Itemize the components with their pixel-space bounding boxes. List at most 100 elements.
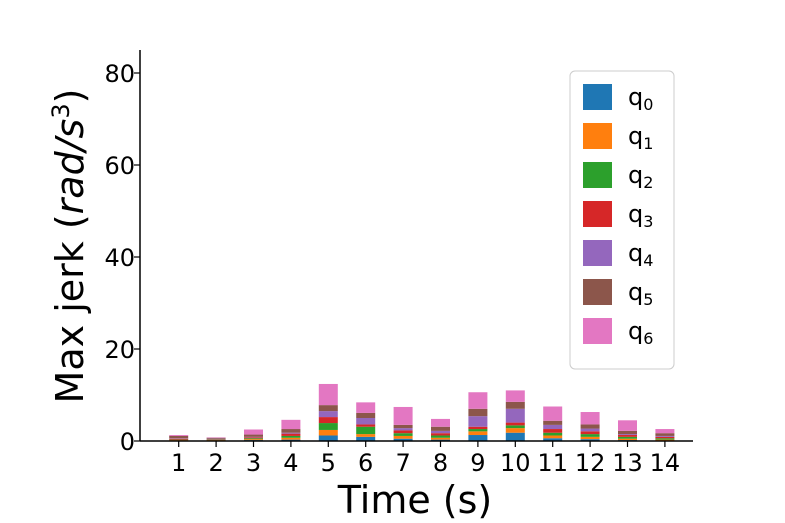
x-axis-label: Time (s) [337,478,493,522]
bar-q6-t6 [356,402,376,413]
bar-q6-t3 [244,429,263,435]
bar-q0-t12 [580,439,600,441]
legend-label-base: q [628,161,643,189]
legend-swatch-q0 [583,84,612,110]
bar-q1-t11 [543,435,563,439]
bar-q6-t14 [655,429,675,434]
bar-q3-t7 [393,430,413,434]
legend-label-subscript: 1 [643,134,653,153]
bar-q5-t9 [468,408,488,417]
bar-q3-t12 [580,431,600,435]
bar-q4-t13 [618,434,637,436]
y-axis-label-unit-sep: / [48,134,92,154]
bar-q4-t14 [655,435,675,437]
y-axis-label-unit-num: rad [48,150,92,214]
bar-q0-t6 [356,436,376,441]
x-tick-label-1: 1 [171,449,186,477]
bar-q4-t9 [468,416,488,427]
y-axis-label-unit-exp: 3 [47,103,75,118]
bar-q5-t1 [169,435,189,439]
bar-q3-t1 [169,438,189,440]
bar-q5-t8 [431,426,450,431]
bar-q1-t5 [318,429,338,436]
x-tick-label-12: 12 [575,449,606,477]
bar-q2-t13 [618,436,637,439]
legend-label-base: q [628,122,643,150]
bar-q4-t5 [318,411,338,418]
x-tick-label-9: 9 [470,449,485,477]
bar-q1-t3 [244,439,263,441]
legend-label-q3: q3 [628,200,653,231]
bar-q4-t8 [431,430,450,434]
legend-swatch-q1 [583,123,612,149]
bar-q4-t7 [393,428,413,431]
bar-q5-t7 [393,424,413,429]
y-axis-label-close: ) [48,89,92,104]
x-tick-label-8: 8 [433,449,448,477]
x-tick-label-3: 3 [246,449,261,477]
bar-q2-t8 [431,435,450,438]
axes-group [139,50,693,442]
legend-label-base: q [628,278,643,306]
legend-swatch-q4 [583,240,612,266]
bar-q5-t11 [543,420,563,425]
legend-label-base: q [628,239,643,267]
bar-q1-t12 [580,436,600,440]
y-axis-label-unit-den: s [48,119,92,139]
bar-q5-t2 [206,437,226,439]
x-tick-label-5: 5 [321,449,336,477]
x-tick-label-10: 10 [500,449,531,477]
legend-label-q6: q6 [628,317,653,348]
x-tick-label-4: 4 [283,449,298,477]
bar-q6-t11 [543,406,563,421]
legend-label-base: q [628,200,643,228]
bar-q3-t4 [281,433,301,436]
x-tick-label-7: 7 [395,449,410,477]
legend-swatch-q2 [583,162,612,188]
bar-q3-t8 [431,433,450,436]
x-tick-label-6: 6 [358,449,373,477]
bar-q6-t5 [318,383,338,406]
y-tick-label-60: 60 [104,152,135,180]
x-tick-label-14: 14 [650,449,681,477]
bar-q5-t6 [356,412,376,418]
bar-q3-t3 [244,437,263,439]
bar-q5-t14 [655,433,675,436]
bar-q2-t3 [244,438,263,440]
legend-label-subscript: 6 [643,329,653,348]
bar-q3-t14 [655,436,675,439]
bar-q2-t10 [505,425,525,429]
bar-q4-t12 [580,428,600,432]
bar-q6-t8 [431,418,450,427]
bar-q3-t13 [618,435,637,437]
bar-q3-t11 [543,429,563,433]
bar-q3-t5 [318,417,338,424]
bar-q5-t13 [618,430,637,435]
bar-q1-t10 [505,428,525,433]
x-tick-label-11: 11 [537,449,568,477]
y-axis-label-main: Max jerk ( [48,214,92,403]
legend-label-subscript: 2 [643,173,653,192]
bar-q3-t9 [468,426,488,430]
bar-q2-t7 [393,433,413,436]
bar-q3-t10 [505,422,525,426]
x-tick-label-2: 2 [208,449,223,477]
bar-q0-t11 [543,438,563,441]
legend-label-base: q [628,83,643,111]
bar-q6-t9 [468,392,488,409]
y-tick-label-0: 0 [120,428,135,456]
bar-q0-t10 [505,432,525,441]
legend-label-subscript: 0 [643,95,653,114]
x-tick-label-13: 13 [612,449,643,477]
legend-label-q5: q5 [628,278,653,309]
bar-q6-t10 [505,390,525,402]
bar-q1-t14 [655,439,675,441]
legend-label-q0: q0 [628,83,653,114]
legend-label-subscript: 5 [643,290,653,309]
bar-q2-t6 [356,426,376,435]
bars-group [169,383,675,441]
bar-q2-t11 [543,432,563,436]
